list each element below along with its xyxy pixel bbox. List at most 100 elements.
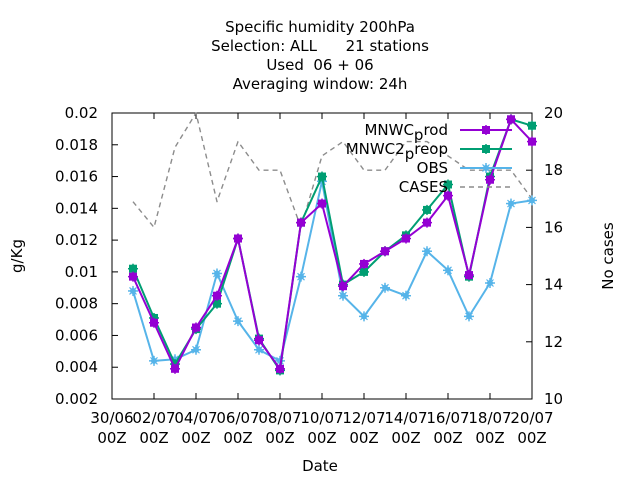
legend-label: MNWC2preop bbox=[346, 140, 448, 163]
data-point bbox=[443, 265, 453, 276]
x-tick-sublabel: 00Z bbox=[433, 429, 462, 447]
legend-label-part: MNWC bbox=[364, 121, 413, 139]
data-point bbox=[317, 198, 327, 209]
legend-marker bbox=[481, 125, 491, 135]
data-point bbox=[338, 281, 348, 292]
marker-d2 bbox=[482, 164, 490, 172]
y2-tick-label: 10 bbox=[544, 390, 563, 408]
y2-tick-label: 20 bbox=[544, 104, 563, 122]
x-tick-sublabel: 00Z bbox=[223, 429, 252, 447]
legend-entry: MNWCprod bbox=[364, 121, 512, 144]
data-point bbox=[128, 285, 138, 296]
marker-d2 bbox=[444, 266, 452, 275]
data-point bbox=[212, 268, 222, 279]
y2-tick-label: 12 bbox=[544, 333, 563, 351]
x-tick-sublabel: 00Z bbox=[517, 429, 546, 447]
y-axis-label: g/Kg bbox=[8, 239, 26, 273]
y-tick-label: 0.004 bbox=[55, 358, 98, 376]
x-tick-sublabel: 00Z bbox=[181, 429, 210, 447]
data-point bbox=[527, 136, 537, 147]
title-line: Averaging window: 24h bbox=[233, 75, 408, 93]
x-tick-label: 04/07 bbox=[174, 409, 217, 427]
title-line: Used 06 + 06 bbox=[266, 56, 373, 74]
title-line: Specific humidity 200hPa bbox=[225, 18, 415, 36]
x-axis-label: Date bbox=[302, 457, 338, 475]
data-point bbox=[506, 114, 516, 125]
legend-entry: CASES bbox=[399, 178, 512, 196]
data-point bbox=[422, 217, 432, 228]
marker-d2 bbox=[486, 279, 494, 287]
data-point bbox=[380, 282, 390, 293]
title-line: Selection: ALL 21 stations bbox=[211, 37, 429, 55]
data-point bbox=[401, 290, 411, 301]
legend-label-subscript: p bbox=[405, 145, 415, 163]
data-point bbox=[401, 233, 411, 244]
y2-tick-label: 14 bbox=[544, 276, 563, 294]
x-tick-sublabel: 00Z bbox=[307, 429, 336, 447]
legend-label-part: CASES bbox=[399, 178, 448, 196]
data-point bbox=[254, 344, 264, 355]
data-point bbox=[527, 195, 537, 206]
x-tick-label: 06/07 bbox=[216, 409, 259, 427]
series-line bbox=[132, 118, 533, 370]
data-point bbox=[506, 198, 516, 209]
data-point bbox=[233, 316, 243, 327]
legend-label: MNWCprod bbox=[364, 121, 448, 144]
legend-entry: OBS bbox=[417, 159, 512, 177]
data-point bbox=[317, 171, 327, 182]
x-tick-label: 20/07 bbox=[510, 409, 553, 427]
data-point bbox=[254, 335, 264, 346]
legend-label: OBS bbox=[417, 159, 448, 177]
data-point bbox=[359, 258, 369, 269]
legend-label-part: reop bbox=[414, 140, 448, 158]
x-tick-sublabel: 00Z bbox=[475, 429, 504, 447]
data-point bbox=[170, 363, 180, 374]
marker-d2 bbox=[297, 272, 305, 281]
y-tick-label: 0.008 bbox=[55, 295, 98, 313]
x-tick-label: 10/07 bbox=[300, 409, 343, 427]
legend-marker bbox=[481, 144, 491, 154]
marker-d2 bbox=[402, 291, 410, 300]
data-point bbox=[296, 217, 306, 228]
x-tick-label: 02/07 bbox=[132, 409, 175, 427]
data-point bbox=[485, 278, 495, 289]
y2-axis-label: No cases bbox=[599, 222, 617, 290]
y-tick-label: 0.018 bbox=[55, 136, 98, 154]
y-tick-label: 0.014 bbox=[55, 199, 98, 217]
data-point bbox=[338, 290, 348, 301]
data-point bbox=[464, 311, 474, 322]
data-point bbox=[149, 317, 159, 328]
data-point bbox=[275, 363, 285, 374]
marker-d2 bbox=[507, 199, 515, 208]
series-line bbox=[132, 180, 533, 362]
marker-d2 bbox=[360, 312, 368, 321]
data-point bbox=[485, 174, 495, 185]
data-point bbox=[359, 311, 369, 322]
legend-label-part: rod bbox=[423, 121, 448, 139]
data-point bbox=[212, 290, 222, 301]
data-point bbox=[527, 120, 537, 131]
legend-label-part: OBS bbox=[417, 159, 448, 177]
legend-label-part: MNWC2 bbox=[346, 140, 405, 158]
marker-d2 bbox=[339, 291, 347, 300]
marker-d2 bbox=[255, 345, 263, 354]
marker-d2 bbox=[381, 283, 389, 292]
y-tick-label: 0.002 bbox=[55, 390, 98, 408]
x-tick-label: 16/07 bbox=[426, 409, 469, 427]
y-tick-label: 0.02 bbox=[65, 104, 98, 122]
series-layer bbox=[128, 112, 537, 376]
y2-tick-label: 16 bbox=[544, 218, 563, 236]
series-obs bbox=[128, 176, 537, 366]
x-tick-sublabel: 00Z bbox=[265, 429, 294, 447]
marker-d2 bbox=[465, 312, 473, 321]
legend-entry: MNWC2preop bbox=[346, 140, 512, 163]
series-mnwc-prod bbox=[128, 114, 537, 374]
x-tick-sublabel: 00Z bbox=[391, 429, 420, 447]
y-tick-label: 0.01 bbox=[65, 263, 98, 281]
marker-d2 bbox=[423, 247, 431, 256]
marker-d2 bbox=[129, 287, 137, 295]
data-point bbox=[464, 270, 474, 281]
